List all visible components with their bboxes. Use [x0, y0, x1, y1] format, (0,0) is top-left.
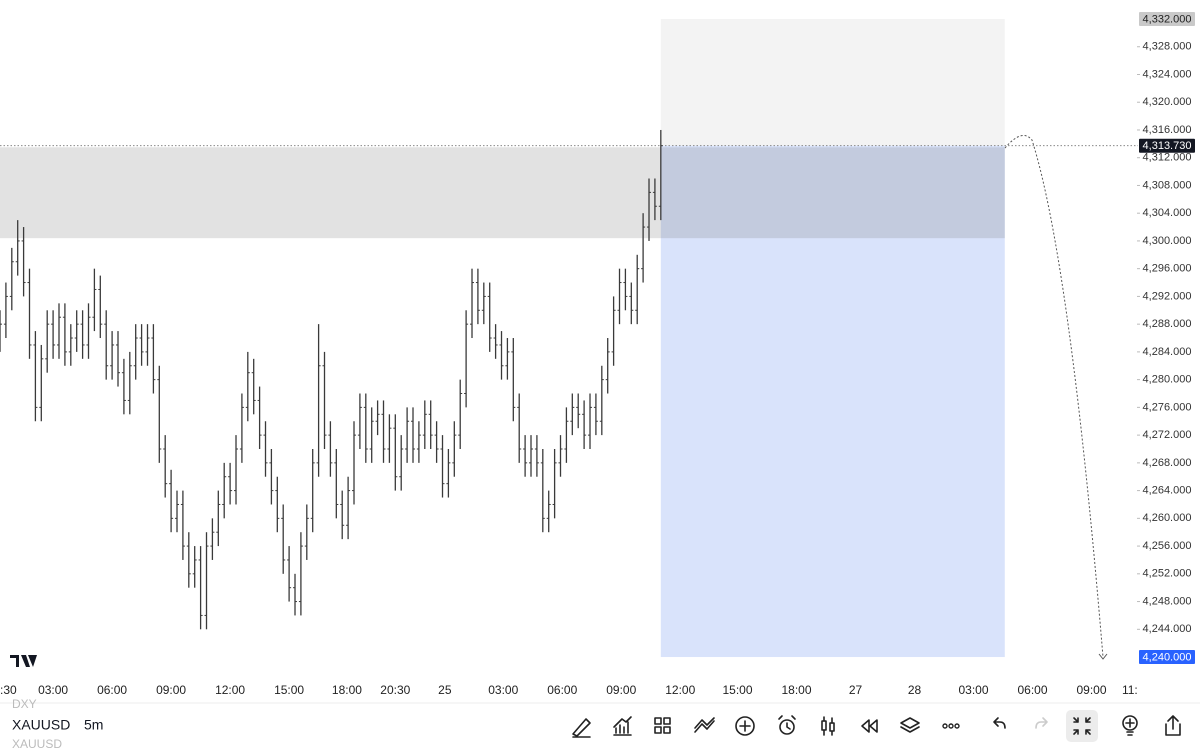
x-tick-label: 09:00 — [606, 683, 636, 697]
x-tick-label: 18:00 — [332, 683, 362, 697]
y-tick-label: 4,260.000 — [1143, 512, 1192, 524]
toolbar — [572, 710, 1181, 742]
projection-path — [1004, 135, 1104, 658]
x-tick-label: 06:00 — [1017, 683, 1047, 697]
background-symbol: XAUUSD — [12, 737, 62, 750]
y-tick-label: 4,300.000 — [1143, 235, 1192, 247]
y-tick-label: 4,268.000 — [1143, 457, 1192, 469]
more[interactable] — [942, 723, 960, 729]
draw-tool[interactable] — [572, 718, 591, 738]
price-label: 4,313.730 — [1143, 140, 1192, 152]
x-tick-label: 12:00 — [215, 683, 245, 697]
price-label-box — [1139, 650, 1195, 665]
undo[interactable] — [993, 717, 1006, 729]
projection-arrow — [1098, 653, 1108, 660]
y-tick-label: 4,244.000 — [1143, 623, 1192, 635]
symbol[interactable]: XAUUSD — [12, 717, 70, 733]
indicators[interactable] — [613, 716, 632, 736]
fullscreen-button-bg — [1066, 710, 1098, 742]
add[interactable] — [735, 716, 755, 736]
object-tree[interactable] — [900, 717, 920, 733]
y-tick-label: 4,248.000 — [1143, 595, 1192, 607]
y-tick-label: 4,276.000 — [1143, 401, 1192, 413]
x-tick-label: 15:00 — [274, 683, 304, 697]
idea[interactable] — [1122, 715, 1138, 736]
replay[interactable] — [861, 719, 878, 733]
y-tick-label: 4,272.000 — [1143, 429, 1192, 441]
price-label-box — [1139, 12, 1195, 27]
y-tick-label: 4,320.000 — [1143, 96, 1192, 108]
price-zone — [0, 147, 1005, 239]
target-zone — [660, 145, 1005, 658]
price-label: 4,240.000 — [1143, 651, 1192, 663]
y-tick-label: 4,312.000 — [1143, 152, 1192, 164]
plot-area — [0, 19, 1138, 658]
x-tick-label: 27 — [849, 683, 863, 697]
y-tick-label: 4,296.000 — [1143, 263, 1192, 275]
y-tick-label: 4,284.000 — [1143, 346, 1192, 358]
background-symbol: DXY — [12, 697, 37, 711]
layouts[interactable] — [654, 717, 671, 734]
x-tick-label: 11: — [1122, 683, 1138, 697]
stop-zone — [660, 19, 1005, 146]
x-tick-label: 12:00 — [665, 683, 695, 697]
y-tick-label: 4,292.000 — [1143, 290, 1192, 302]
trend-tools[interactable] — [694, 717, 715, 733]
interval[interactable]: 5m — [84, 717, 103, 733]
logo[interactable] — [10, 655, 37, 667]
share[interactable] — [1165, 715, 1181, 736]
y-tick-label: 4,252.000 — [1143, 568, 1192, 580]
y-tick-label: 4,304.000 — [1143, 207, 1192, 219]
y-tick-label: 4,328.000 — [1143, 41, 1192, 53]
x-tick-label: 09:00 — [156, 683, 186, 697]
x-tick-label: 06:00 — [547, 683, 577, 697]
time-axis: 0:30 03:00 06:00 09:00 12:00 15:00 18:00 20:30 2… — [0, 683, 1138, 697]
y-tick-label: 4,264.000 — [1143, 485, 1192, 497]
x-tick-label: 18:00 — [781, 683, 811, 697]
price-label-box — [1139, 138, 1195, 153]
y-tick-label: 4,316.000 — [1143, 124, 1192, 136]
x-tick-label: 06:00 — [97, 683, 127, 697]
chart-type[interactable] — [821, 716, 835, 736]
exit-fullscreen[interactable] — [1073, 717, 1091, 735]
x-tick-label: 25 — [438, 683, 452, 697]
x-tick-label: 15:00 — [722, 683, 752, 697]
price-label: 4,332.000 — [1143, 13, 1192, 25]
redo[interactable] — [1035, 717, 1048, 729]
y-tick-label: 4,288.000 — [1143, 318, 1192, 330]
x-tick-label: 03:00 — [38, 683, 68, 697]
price-axis: 4,328.000 4,324.000 4,320.000 4,316.000 4,31… — [1137, 12, 1195, 665]
y-tick-label: 4,324.000 — [1143, 68, 1192, 80]
y-tick-label: 4,280.000 — [1143, 374, 1192, 386]
y-tick-label: 4,308.000 — [1143, 179, 1192, 191]
x-tick-label: 09:00 — [1077, 683, 1107, 697]
x-tick-label: 20:30 — [380, 683, 410, 697]
y-tick-label: 4,256.000 — [1143, 540, 1192, 552]
x-tick-label: 0:30 — [0, 683, 17, 697]
alerts[interactable] — [778, 715, 796, 735]
x-tick-label: 28 — [908, 683, 922, 697]
x-tick-label: 03:00 — [488, 683, 518, 697]
x-tick-label: 03:00 — [958, 683, 988, 697]
